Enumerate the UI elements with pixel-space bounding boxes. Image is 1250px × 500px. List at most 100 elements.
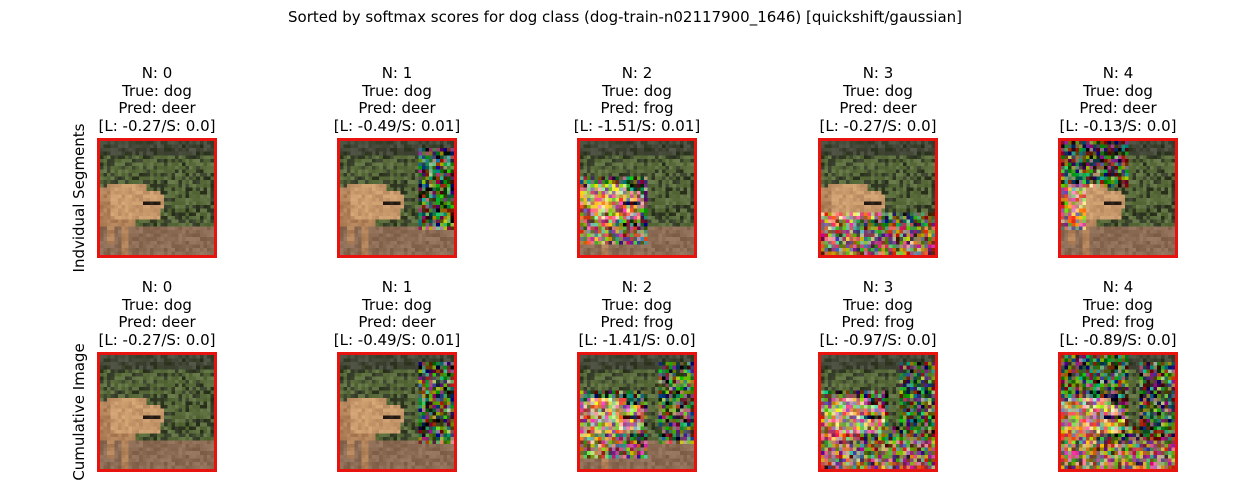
image-pixel	[892, 212, 896, 216]
image-pixel	[1114, 219, 1118, 223]
image-pixel	[404, 230, 408, 234]
image-pixel	[139, 230, 143, 234]
image-pixel	[393, 180, 397, 184]
image-pixel	[878, 187, 882, 191]
image-pixel	[924, 158, 928, 163]
image-pixel	[203, 215, 207, 220]
image-pixel	[1135, 144, 1140, 149]
panel-pred-label: Pred: frog	[600, 99, 674, 117]
image-pixel	[203, 180, 207, 184]
image-pixel	[196, 208, 200, 213]
image-pixel	[407, 198, 412, 202]
image-pixel	[1153, 155, 1158, 159]
image-pixel	[672, 180, 677, 184]
image-pixel	[436, 240, 440, 245]
image-pixel	[375, 215, 380, 220]
image-pixel	[1139, 222, 1143, 227]
image-pixel	[686, 208, 691, 213]
image-pixel	[835, 230, 839, 234]
image-pixel	[181, 162, 186, 166]
image-pixel	[386, 148, 390, 152]
image-pixel	[676, 230, 680, 234]
image-pixel	[128, 198, 133, 202]
image-pixel	[185, 240, 190, 245]
image-pixel	[340, 155, 344, 159]
image-pixel	[357, 173, 362, 177]
image-pixel	[181, 198, 186, 202]
image-pixel	[1071, 194, 1076, 198]
image-pixel	[1164, 176, 1168, 181]
image-pixel	[683, 158, 687, 163]
image-pixel	[429, 162, 433, 166]
image-pixel	[203, 183, 207, 188]
image-pixel	[114, 251, 118, 255]
image-pixel	[824, 144, 829, 149]
image-pixel	[1153, 222, 1158, 227]
image-pixel	[1142, 144, 1147, 149]
image-pixel	[1100, 219, 1104, 223]
image-pixel	[629, 237, 634, 241]
image-pixel	[654, 237, 659, 241]
image-pixel	[206, 233, 211, 238]
image-pixel	[439, 176, 444, 181]
image-pixel	[414, 169, 419, 174]
image-pixel	[100, 205, 104, 209]
image-pixel	[651, 173, 655, 177]
image-pixel	[1118, 141, 1122, 145]
image-pixel	[1160, 141, 1165, 145]
image-pixel	[686, 176, 691, 181]
image-pixel	[139, 183, 143, 188]
image-pixel	[149, 176, 154, 181]
image-pixel	[633, 187, 637, 191]
image-pixel	[686, 233, 691, 238]
image-pixel	[1171, 180, 1175, 184]
image-pixel	[110, 151, 115, 156]
image-pixel	[874, 201, 878, 206]
image-pixel	[397, 176, 401, 181]
image-pixel	[1096, 187, 1101, 191]
image-pixel	[446, 233, 451, 238]
image-pixel	[368, 183, 373, 188]
image-pixel	[654, 151, 659, 156]
image-pixel	[103, 205, 108, 209]
image-pixel	[863, 190, 868, 195]
image-pixel	[1167, 173, 1172, 177]
image-pixel	[340, 187, 344, 191]
image-pixel	[587, 198, 591, 202]
image-pixel	[821, 244, 825, 248]
image-pixel	[199, 183, 204, 188]
image-pixel	[1068, 144, 1072, 149]
image-pixel	[446, 194, 451, 198]
image-pixel	[1085, 144, 1090, 149]
image-pixel	[142, 219, 147, 223]
image-pixel	[397, 183, 401, 188]
image-pixel	[199, 222, 204, 227]
image-pixel	[629, 187, 634, 191]
image-pixel	[350, 208, 355, 213]
image-pixel	[1118, 183, 1122, 188]
image-pixel	[443, 180, 447, 184]
image-pixel	[379, 240, 383, 245]
image-pixel	[425, 219, 430, 223]
image-pixel	[1061, 187, 1065, 191]
image-pixel	[135, 215, 140, 220]
image-pixel	[580, 180, 584, 184]
image-pixel	[171, 144, 175, 149]
image-pixel	[382, 240, 387, 245]
image-pixel	[361, 155, 365, 159]
image-pixel	[895, 212, 900, 216]
image-pixel	[615, 169, 620, 174]
image-pixel	[189, 222, 193, 227]
image-pixel	[361, 215, 365, 220]
image-pixel	[160, 230, 165, 234]
image-pixel	[583, 233, 588, 238]
image-pixel	[824, 173, 829, 177]
image-pixel	[1132, 233, 1136, 238]
image-pixel	[189, 208, 193, 213]
image-pixel	[389, 198, 394, 202]
image-pixel	[171, 194, 175, 198]
image-pixel	[181, 247, 186, 252]
image-pixel	[178, 169, 182, 174]
image-pixel	[1064, 144, 1069, 149]
image-pixel	[895, 194, 900, 198]
